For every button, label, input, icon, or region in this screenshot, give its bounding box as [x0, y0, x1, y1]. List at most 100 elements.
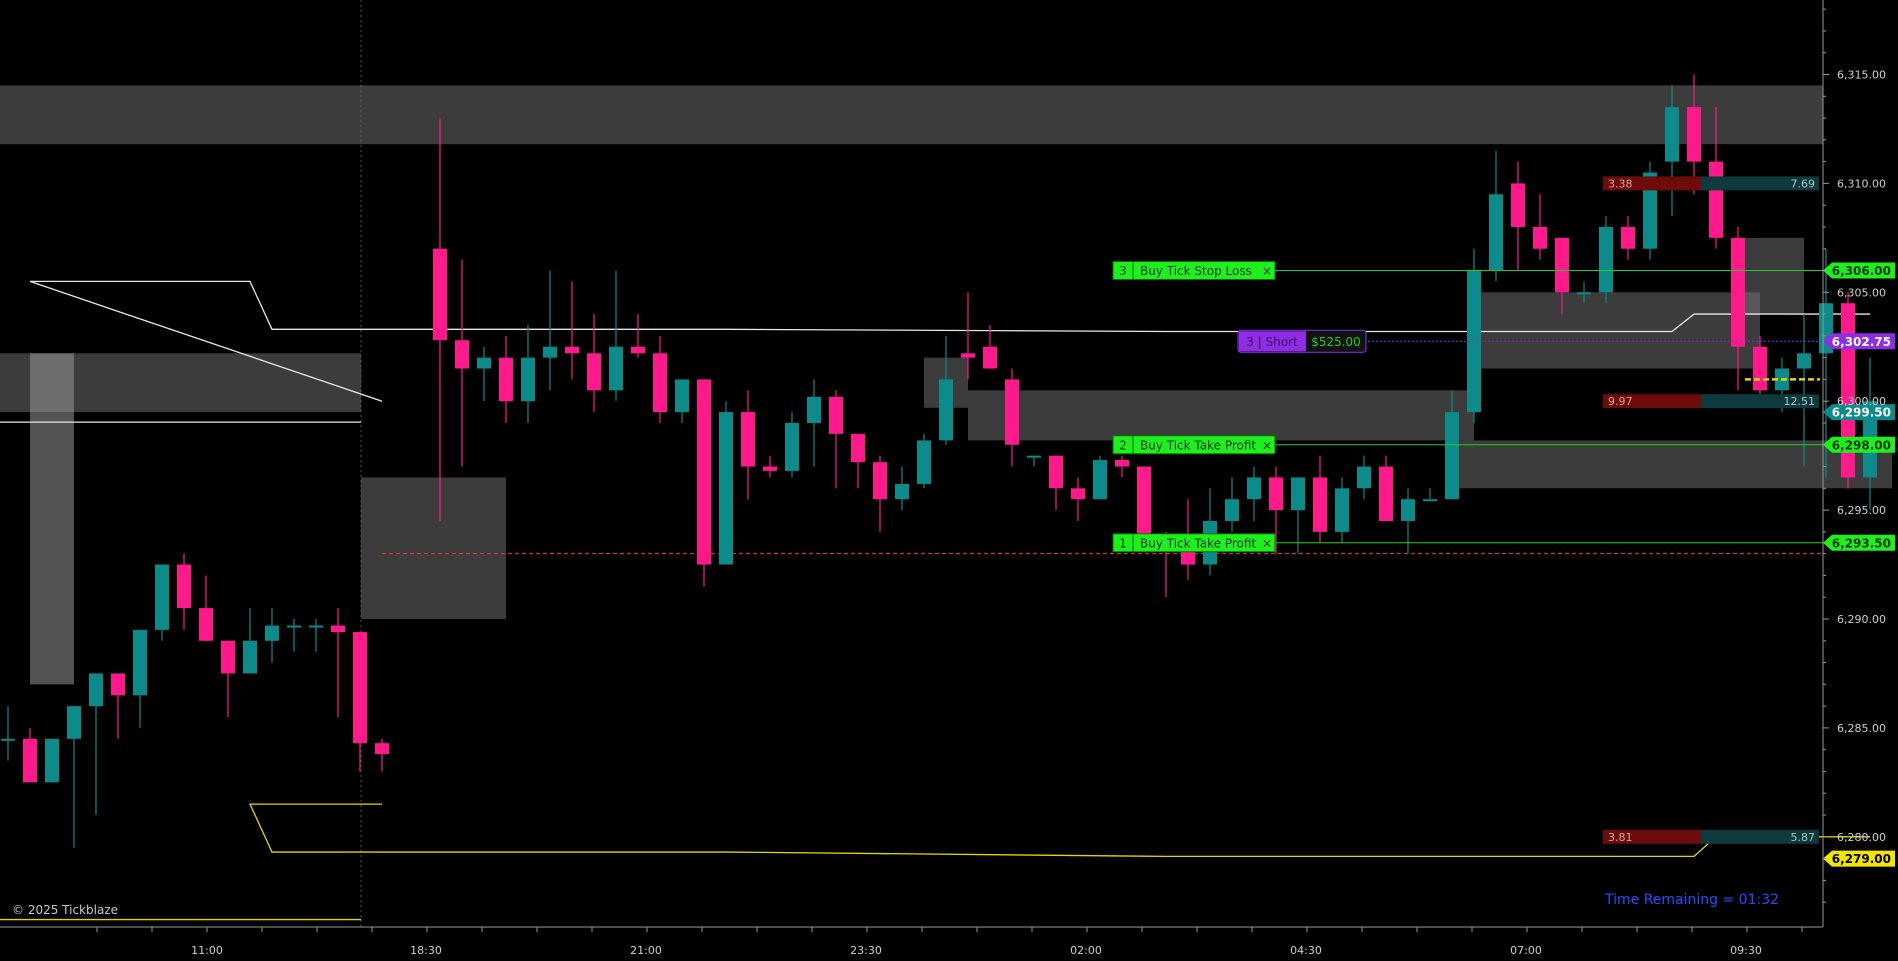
candle-body-1: [23, 738, 37, 783]
time-tick-label: 07:00: [1510, 944, 1542, 957]
candle-body-9: [199, 608, 213, 641]
candle-body-78: [1753, 346, 1767, 391]
candle-body-2: [45, 738, 59, 783]
candle-body-6: [133, 629, 147, 696]
order-close-icon[interactable]: ×: [1262, 536, 1272, 550]
stat-bar-2: 3.81 5.87: [1603, 829, 1819, 844]
order-box-bg: [1112, 261, 1276, 281]
candle-body-42: [961, 353, 975, 358]
price-tick-label: 6,280.00: [1837, 831, 1886, 844]
candle-body-49: [1115, 460, 1129, 467]
position-pnl: $525.00: [1311, 335, 1361, 349]
candle-body-62: [1401, 499, 1415, 521]
candle-body-38: [873, 462, 887, 500]
price-tick-label: 6,315.00: [1837, 69, 1886, 82]
stat-bar-0: 3.38 7.69: [1603, 176, 1819, 191]
order-close-icon[interactable]: ×: [1262, 438, 1272, 452]
candle-body-14: [309, 625, 323, 628]
candle-body-54: [1225, 499, 1239, 521]
price-tick-label: 6,305.00: [1837, 286, 1886, 299]
stat-right-value: 7.69: [1791, 177, 1816, 190]
candle-body-12: [265, 625, 279, 641]
order-number: 2: [1119, 438, 1127, 452]
candle-body-71: [1599, 226, 1613, 293]
candle-body-22: [521, 357, 535, 402]
stat-left-value: 3.38: [1608, 177, 1633, 190]
order-box-2[interactable]: 2 Buy Tick Take Profit ×: [1112, 435, 1276, 455]
price-tag-text: 6,299.50: [1832, 406, 1891, 420]
candle-body-74: [1665, 107, 1679, 162]
time-axis[interactable]: 11:00 18:30 21:00 23:30 02:00 04:30 07:00 09:30: [0, 926, 1823, 957]
candle-body-45: [1027, 455, 1041, 458]
candle-body-66: [1489, 194, 1503, 271]
price-tag-shape: [1823, 262, 1895, 279]
position-box[interactable]: 3 | Short $525.00: [1237, 329, 1367, 353]
candle-body-43: [983, 346, 997, 369]
order-box-3[interactable]: 3 Buy Tick Stop Loss ×: [1112, 261, 1276, 281]
candle-body-63: [1423, 499, 1437, 502]
candle-body-21: [499, 357, 513, 402]
price-tag-shape: [1823, 333, 1895, 350]
order-price-tag-2: 6,298.00: [1823, 436, 1895, 453]
candle-body-3: [67, 706, 81, 739]
position-qty: 3 | Short: [1246, 335, 1298, 349]
candle-body-13: [287, 625, 301, 628]
candle-body-69: [1555, 237, 1569, 293]
candle-body-24: [565, 346, 579, 354]
candle-body-80: [1797, 353, 1811, 369]
zone-2: [361, 477, 506, 619]
order-box-bg: [1112, 533, 1276, 553]
candle-body-29: [675, 379, 689, 413]
time-tick-label: 09:30: [1730, 944, 1762, 957]
price-tick-label: 6,285.00: [1837, 722, 1886, 735]
candle-body-76: [1709, 161, 1723, 238]
candle-body-7: [155, 564, 169, 630]
candle-body-4: [89, 673, 103, 707]
order-box-1[interactable]: 1 Buy Tick Take Profit ×: [1112, 533, 1276, 553]
price-axis[interactable]: 6,306.00 6,298.00 6,293.50 6,302.75 6,299.50…: [1822, 0, 1895, 927]
order-close-icon[interactable]: ×: [1262, 264, 1272, 278]
time-tick-label: 02:00: [1070, 944, 1102, 957]
order-price-tag-1: 6,293.50: [1823, 534, 1895, 551]
candle-body-56: [1269, 477, 1283, 511]
candle-body-20: [477, 357, 491, 369]
candle-body-40: [917, 440, 931, 484]
position-price-tag: 6,302.75: [1823, 333, 1895, 350]
order-label: Buy Tick Stop Loss: [1140, 264, 1252, 278]
price-tag-text: 6,306.00: [1832, 264, 1891, 278]
candle-body-15: [331, 625, 345, 633]
order-number: 3: [1119, 264, 1127, 278]
candle-body-46: [1049, 455, 1063, 489]
price-tick-label: 6,295.00: [1837, 504, 1886, 517]
price-tick-label: 6,290.00: [1837, 613, 1886, 626]
price-tag-0: 6,299.50: [1823, 404, 1895, 421]
stat-right-value: 5.87: [1791, 831, 1816, 844]
candle-body-8: [177, 564, 191, 609]
price-tick-label: 6,310.00: [1837, 177, 1886, 190]
stat-bar-1: 9.97 12.51: [1603, 394, 1819, 409]
candle-body-77: [1731, 237, 1745, 347]
order-label: Buy Tick Take Profit: [1140, 536, 1256, 550]
candle-body-67: [1511, 183, 1525, 227]
candle-body-72: [1621, 226, 1635, 249]
candle-body-48: [1093, 460, 1107, 500]
price-tag-shape: [1823, 850, 1895, 867]
order-label: Buy Tick Take Profit: [1140, 438, 1256, 452]
candle-body-64: [1445, 412, 1459, 500]
candle-body-47: [1071, 488, 1085, 500]
price-tag-text: 6,298.00: [1832, 438, 1891, 452]
candle-body-16: [353, 632, 367, 744]
candle-body-36: [829, 396, 843, 434]
overlay-layer: 3 Buy Tick Stop Loss × 2 Buy Tick Take Profi…: [1112, 176, 1823, 844]
time-remaining-text: Time Remaining = 01:32: [1605, 892, 1780, 908]
zone-6: [1452, 440, 1892, 489]
time-tick-label: 21:00: [630, 944, 662, 957]
price-tag-shape: [1823, 404, 1895, 421]
candle-body-32: [741, 412, 755, 467]
candle-body-11: [243, 640, 257, 674]
stat-left-value: 9.97: [1608, 395, 1633, 408]
candle-body-50: [1137, 466, 1151, 537]
candle-body-33: [763, 466, 777, 471]
price-tag-text: 6,302.75: [1832, 335, 1891, 349]
